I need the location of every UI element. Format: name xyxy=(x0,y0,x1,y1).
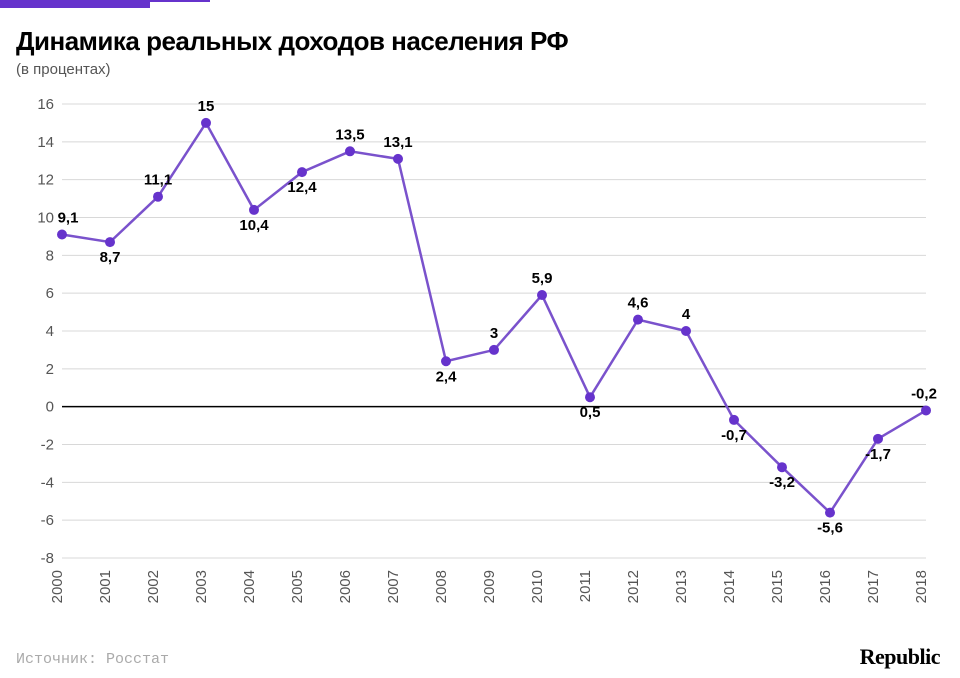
x-tick-label: 2014 xyxy=(721,570,738,603)
x-tick-label: 2001 xyxy=(97,570,114,603)
chart-area: -8 -6 -4 -2 0 2 4 6 8 10 12 14 16 2000 2001 2002 2003 200… xyxy=(16,88,944,618)
x-tick-label: 2002 xyxy=(145,570,162,603)
y-tick-label: 12 xyxy=(37,172,54,189)
data-label: -1,7 xyxy=(865,446,891,463)
data-point xyxy=(105,237,115,247)
x-tick-label: 2010 xyxy=(529,570,546,603)
accent-bar xyxy=(0,0,960,8)
data-point xyxy=(201,118,211,128)
data-label: -5,6 xyxy=(817,520,843,537)
data-point xyxy=(825,508,835,518)
data-point xyxy=(681,326,691,336)
data-point xyxy=(777,462,787,472)
y-tick-label: -8 xyxy=(41,550,54,567)
data-point xyxy=(57,230,67,240)
accent-thick xyxy=(0,0,150,8)
x-tick-label: 2017 xyxy=(865,570,882,603)
data-label: -3,2 xyxy=(769,474,795,491)
data-point xyxy=(393,154,403,164)
data-label: -0,7 xyxy=(721,427,747,444)
data-label: 11,1 xyxy=(144,172,172,189)
data-point xyxy=(729,415,739,425)
data-point xyxy=(633,315,643,325)
x-tick-label: 2016 xyxy=(817,570,834,603)
line-chart: -8 -6 -4 -2 0 2 4 6 8 10 12 14 16 2000 2001 2002 2003 200… xyxy=(16,88,944,618)
y-tick-label: 14 xyxy=(37,134,54,151)
y-tick-label: 16 xyxy=(37,96,54,113)
data-point xyxy=(249,205,259,215)
y-tick-label: 8 xyxy=(46,247,54,264)
data-point xyxy=(441,356,451,366)
y-tick-label: -4 xyxy=(41,474,54,491)
chart-subtitle: (в процентах) xyxy=(16,61,960,78)
data-label: 2,4 xyxy=(436,368,458,385)
x-tick-label: 2000 xyxy=(49,570,66,603)
data-label: 9,1 xyxy=(58,210,79,227)
data-point xyxy=(537,290,547,300)
y-tick-label: 0 xyxy=(46,399,54,416)
y-tick-label: 6 xyxy=(46,285,54,302)
x-tick-label: 2018 xyxy=(913,570,930,603)
data-point xyxy=(153,192,163,202)
data-point xyxy=(585,392,595,402)
y-tick-label: 10 xyxy=(37,210,54,227)
data-label: 0,5 xyxy=(580,404,601,421)
x-tick-label: 2006 xyxy=(337,570,354,603)
x-tick-label: 2013 xyxy=(673,570,690,603)
x-tick-label: 2004 xyxy=(241,570,258,603)
data-point xyxy=(873,434,883,444)
data-label: 4 xyxy=(682,306,691,323)
chart-title: Динамика реальных доходов населения РФ xyxy=(16,26,960,57)
data-label: 12,4 xyxy=(287,179,317,196)
x-tick-label: 2007 xyxy=(385,570,402,603)
data-label: 4,6 xyxy=(628,295,649,312)
data-label: 10,4 xyxy=(239,217,269,234)
data-point xyxy=(297,167,307,177)
x-tick-label: 2015 xyxy=(769,570,786,603)
data-point xyxy=(345,146,355,156)
data-point xyxy=(489,345,499,355)
data-label: 15 xyxy=(198,98,215,115)
data-label: 3 xyxy=(490,325,498,342)
source-label: Источник: Росстат xyxy=(16,651,169,668)
x-tick-label: 2012 xyxy=(625,570,642,603)
y-tick-label: -6 xyxy=(41,512,54,529)
data-point xyxy=(921,405,931,415)
brand-label: Republic xyxy=(860,644,940,670)
series-line xyxy=(62,123,926,513)
x-tick-label: 2005 xyxy=(289,570,306,603)
y-tick-label: 2 xyxy=(46,361,54,378)
x-tick-label: 2008 xyxy=(433,570,450,603)
accent-thin xyxy=(150,0,210,2)
data-label: 13,5 xyxy=(335,126,364,143)
x-tick-label: 2009 xyxy=(481,570,498,603)
data-label: 8,7 xyxy=(100,249,121,266)
x-tick-label: 2011 xyxy=(577,570,594,602)
data-label: 5,9 xyxy=(532,270,553,287)
data-label: 13,1 xyxy=(383,134,412,151)
x-tick-label: 2003 xyxy=(193,570,210,603)
y-tick-label: -2 xyxy=(41,437,54,454)
y-tick-label: 4 xyxy=(46,323,54,340)
data-label: -0,2 xyxy=(911,385,937,402)
